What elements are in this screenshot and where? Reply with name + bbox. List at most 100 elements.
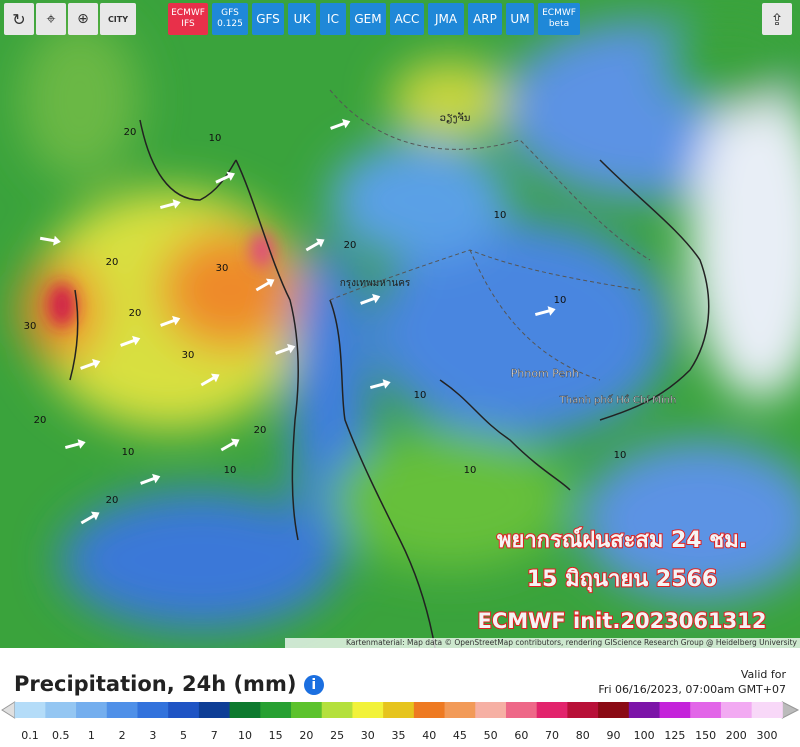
- legend-swatch: [720, 702, 753, 718]
- info-button[interactable]: i: [303, 675, 324, 695]
- wind-arrow: [220, 438, 240, 452]
- legend-swatch: [106, 702, 138, 718]
- legend-swatch: [659, 702, 691, 718]
- legend-swatch: [14, 702, 46, 718]
- share-button[interactable]: ⇪: [762, 3, 792, 35]
- model-button[interactable]: GEM: [350, 3, 386, 35]
- wind-arrow: [305, 238, 325, 252]
- model-button[interactable]: UK: [288, 3, 316, 35]
- wind-arrow: [160, 315, 181, 327]
- legend-label: 70: [545, 729, 559, 742]
- valid-label: Valid for: [740, 668, 786, 681]
- legend-label: 90: [606, 729, 620, 742]
- contour-label: 30: [216, 263, 229, 274]
- wind-arrows: [39, 118, 556, 525]
- legend-swatch: [505, 702, 538, 718]
- contour-label: 10: [224, 465, 237, 476]
- model-button[interactable]: ARP: [468, 3, 502, 35]
- legend-label: 0.1: [21, 729, 39, 742]
- place-label: Thanh phố Hồ Chí Minh: [559, 394, 677, 406]
- place-label: Phnom Penh: [511, 367, 579, 380]
- legend-swatch: [413, 702, 446, 718]
- contour-label: 20: [106, 257, 119, 268]
- legend-swatch: [536, 702, 568, 718]
- wind-arrow: [64, 439, 86, 450]
- legend-label: 125: [664, 729, 685, 742]
- refresh-button[interactable]: ↻: [4, 3, 34, 35]
- legend-swatch: [352, 702, 384, 718]
- wind-arrow: [275, 343, 296, 355]
- model-button[interactable]: ACC: [390, 3, 424, 35]
- legend-label: 10: [238, 729, 252, 742]
- map: 20 10 20 30 20 30 20 10 30 20 10 20 10 10 20 10 10 10 Phn…: [0, 0, 800, 648]
- footer: Precipitation, 24h (mm) i Valid for Fri …: [0, 648, 800, 747]
- model-button[interactable]: ECMWF beta: [538, 3, 580, 35]
- wind-arrow: [255, 278, 275, 292]
- legend-swatch: [198, 702, 231, 718]
- wind-arrow: [330, 118, 351, 130]
- legend-swatch: [229, 702, 261, 718]
- wind-arrow: [140, 473, 161, 485]
- model-button[interactable]: JMA: [428, 3, 464, 35]
- footer-title: Precipitation, 24h (mm) i: [14, 672, 324, 696]
- contour-label: 10: [464, 465, 477, 476]
- contour-label: 10: [209, 133, 222, 144]
- legend-label: 25: [330, 729, 344, 742]
- attribution: Kartenmaterial: Map data © OpenStreetMap…: [346, 638, 798, 647]
- contour-label: 20: [129, 308, 142, 319]
- title-text: Precipitation, 24h (mm): [14, 672, 297, 696]
- legend-end: [781, 701, 800, 719]
- contour-label: 20: [344, 240, 357, 251]
- wind-arrow: [80, 358, 101, 370]
- legend-swatch: [321, 702, 353, 718]
- overlay-line: 15 มิถุนายน 2566: [527, 567, 717, 593]
- wind-arrow: [80, 511, 100, 525]
- legend-label: 20: [299, 729, 313, 742]
- wind-arrow: [200, 373, 220, 387]
- legend-label: 60: [514, 729, 528, 742]
- model-button[interactable]: IC: [320, 3, 346, 35]
- legend-swatch: [690, 702, 722, 718]
- place-label: กรุงเทพมหานคร: [340, 278, 411, 289]
- model-button[interactable]: ECMWF IFS: [168, 3, 208, 35]
- wind-arrow: [120, 335, 141, 347]
- legend-label: 7: [211, 729, 218, 742]
- overlay-line: พยากรณ์ฝนสะสม 24 ชม.: [497, 527, 747, 553]
- contour-label: 10: [414, 390, 427, 401]
- legend-swatch: [383, 702, 415, 718]
- contour-label: 20: [254, 425, 267, 436]
- borders: [329, 89, 651, 381]
- legend-label: 5: [180, 729, 187, 742]
- valid-time: Fri 06/16/2023, 07:00am GMT+07: [598, 683, 786, 696]
- wind-arrow: [534, 306, 556, 317]
- legend-label: 35: [392, 729, 406, 742]
- zoom-button[interactable]: ⊕: [68, 3, 98, 35]
- coastlines: [69, 119, 710, 648]
- legend-label: 200: [726, 729, 747, 742]
- overlay-text: พยากรณ์ฝนสะสม 24 ชม. 15 มิถุนายน 2566 EC…: [477, 526, 768, 634]
- contour-label: 20: [106, 495, 119, 506]
- legend-label: 0.5: [52, 729, 70, 742]
- city-button[interactable]: CITY: [100, 3, 136, 35]
- model-button[interactable]: GFS 0.125: [212, 3, 248, 35]
- wind-arrow: [215, 171, 235, 184]
- legend-swatch: [45, 702, 77, 718]
- legend-label: 30: [361, 729, 375, 742]
- legend-swatch: [260, 702, 292, 718]
- place-label: ວຽງຈັນ: [440, 111, 471, 124]
- wind-arrow: [39, 235, 61, 246]
- legend-label: 15: [269, 729, 283, 742]
- legend-swatch: [76, 702, 108, 718]
- legend-end: [1, 701, 16, 719]
- location-button[interactable]: ⌖: [36, 3, 66, 35]
- wind-arrow: [360, 293, 381, 305]
- model-button[interactable]: GFS: [252, 3, 284, 35]
- wind-arrow: [159, 199, 181, 210]
- place-labels: Phnom Penh Thanh phố Hồ Chí Minh กรุงเทพ…: [340, 111, 677, 406]
- contour-label: 10: [614, 450, 627, 461]
- legend-label: 100: [634, 729, 655, 742]
- model-button[interactable]: UM: [506, 3, 534, 35]
- legend-label: 2: [119, 729, 126, 742]
- legend-swatch: [751, 702, 783, 718]
